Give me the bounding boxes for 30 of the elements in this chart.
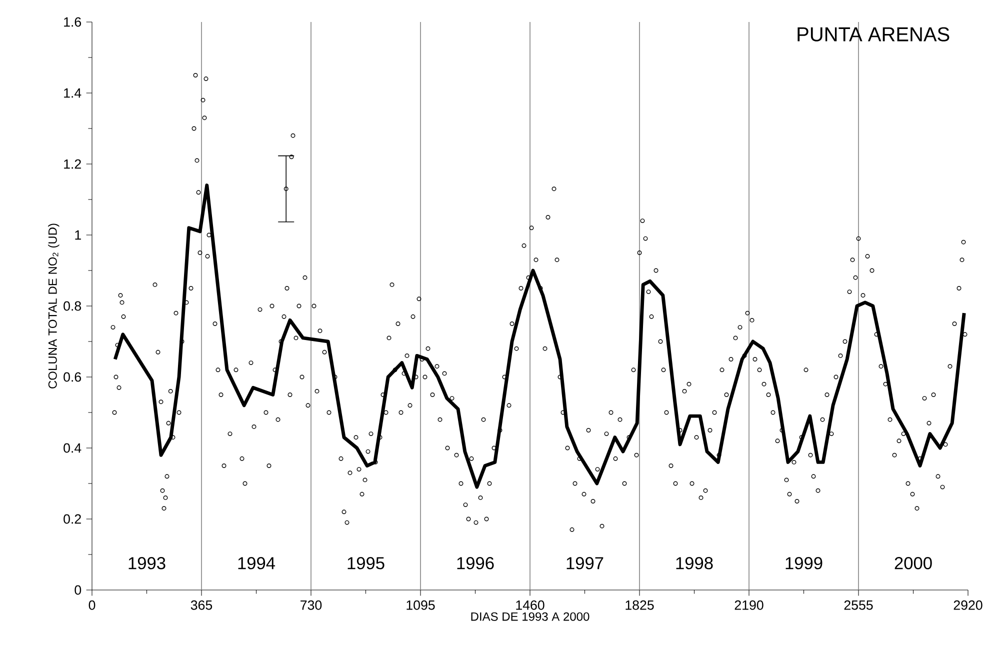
y-axis-title: COLUNA TOTAL DE NO$_{2}$ (UD) [48,224,60,388]
y-tick-label: 1 [75,230,81,240]
annotation: 1999 [786,557,822,570]
x-tick-label: 0 [88,600,96,610]
x-tick-label: 1825 [626,600,654,610]
x-axis-title: DIAS DE 1993 A 2000 [471,612,590,621]
y-tick-label: 0.8 [64,301,82,311]
x-tick-label: 2920 [954,600,982,610]
y-tick-label: 1.6 [64,17,82,27]
y-tick-label: 0.6 [64,372,82,382]
annotation: 1996 [457,557,494,570]
y-tick-label: 1.2 [64,159,81,169]
y-tick-label: 0.2 [64,514,81,524]
x-tick-label: 1460 [516,600,544,610]
annotation: 1995 [348,557,384,570]
y-tick-label: 0 [74,585,82,595]
annotation: 1998 [676,557,713,570]
annotation: 2000 [894,557,932,570]
x-tick-label: 1095 [406,600,435,610]
x-tick-label: 2555 [844,600,873,610]
x-tick-label: 730 [300,600,322,610]
x-tick-label: 2190 [734,600,764,610]
line-series [113,184,966,489]
annotation: 1993 [128,557,166,570]
annotation: 1994 [238,557,276,570]
annotation: 1997 [566,557,604,570]
chart-title: PUNTA ARENAS [798,27,950,42]
y-tick-label: 1.4 [64,88,82,98]
x-tick-label: 365 [190,600,212,610]
y-tick-label: 0.4 [64,443,82,453]
